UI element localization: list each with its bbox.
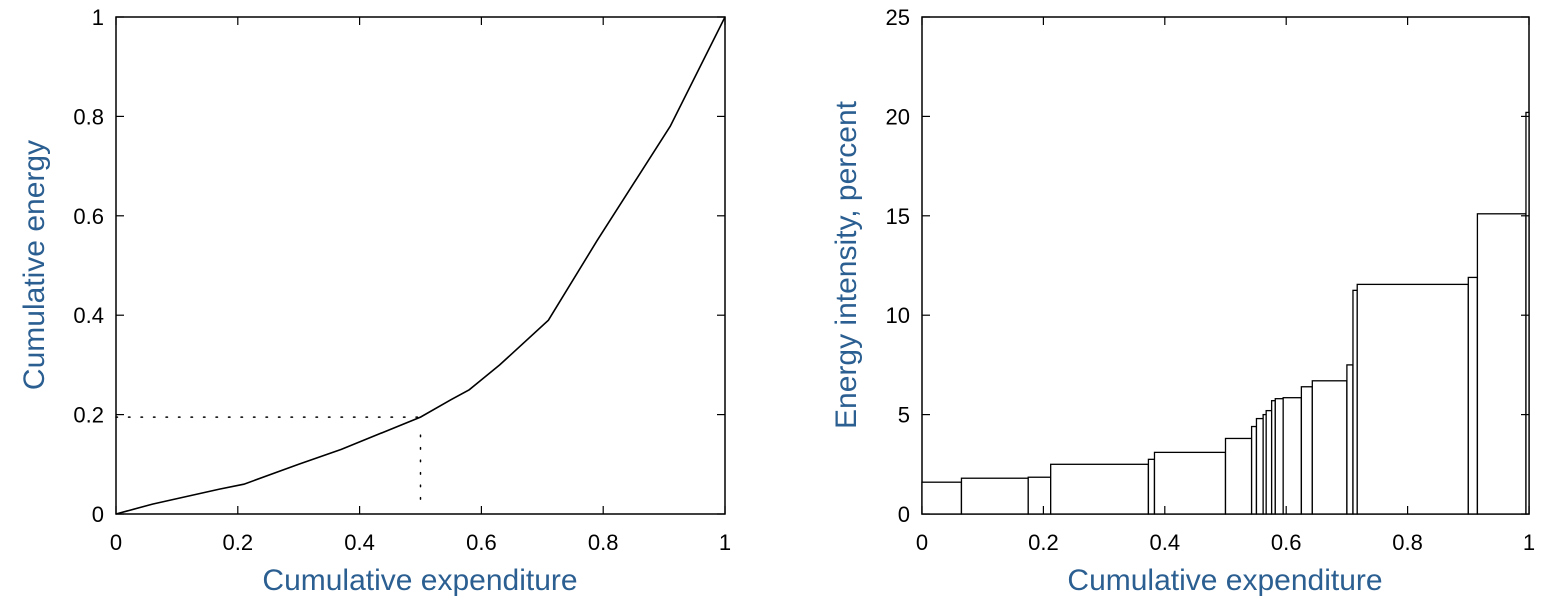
bar	[1224, 437, 1253, 515]
bars-layer	[921, 111, 1530, 515]
plot-frame	[115, 16, 726, 515]
bar	[1265, 409, 1273, 515]
bar	[1476, 213, 1527, 515]
bar	[1311, 380, 1348, 515]
x-tick-label: 0.6	[1271, 530, 1302, 555]
bar	[960, 477, 1029, 515]
y-tick-label: 0	[92, 502, 104, 527]
bar	[1300, 386, 1313, 515]
bar	[1525, 111, 1530, 515]
y-tick-label: 0.8	[73, 104, 104, 129]
y-axis-label: Energy intensity, percent	[830, 100, 863, 429]
y-tick-label: 25	[886, 5, 910, 30]
x-tick-label: 0.4	[1150, 530, 1181, 555]
y-tick-label: 15	[886, 204, 910, 229]
x-tick-label: 0.2	[223, 530, 254, 555]
bar	[1050, 463, 1150, 515]
x-tick-label: 0.6	[466, 530, 497, 555]
y-tick-label: 1	[92, 5, 104, 30]
x-axis-label: Cumulative expenditure	[1067, 564, 1382, 597]
bar	[1250, 425, 1258, 515]
bar	[921, 481, 963, 515]
x-tick-label: 0.8	[1392, 530, 1423, 555]
reference-lines	[115, 416, 422, 500]
y-tick-label: 20	[886, 104, 910, 129]
x-tick-label: 0.4	[344, 530, 375, 555]
y-tick-label: 0.6	[73, 204, 104, 229]
y-tick-label: 10	[886, 303, 910, 328]
x-tick-label: 1	[1523, 530, 1535, 555]
cumulative-energy-line	[115, 16, 726, 515]
bar	[1255, 417, 1264, 515]
bar	[1274, 398, 1284, 515]
bar	[1027, 476, 1052, 515]
y-tick-label: 0	[898, 502, 910, 527]
x-tick-label: 0	[916, 530, 928, 555]
x-tick-label: 1	[719, 530, 731, 555]
bar	[1467, 276, 1479, 515]
series-layer	[115, 16, 726, 515]
axis-ticks: 0 0.2 0.4 0.6 0.8 1 0 0.2 0.4 0.6 0.8 1	[73, 5, 731, 555]
bar	[1346, 364, 1354, 515]
y-tick-label: 5	[898, 403, 910, 428]
y-tick-label: 0.4	[73, 303, 104, 328]
x-tick-label: 0.8	[588, 530, 619, 555]
cumulative-energy-chart: 0 0.2 0.4 0.6 0.8 1 0 0.2 0.4 0.6 0.8 1 Cumulative …	[18, 5, 731, 597]
x-tick-label: 0	[110, 530, 122, 555]
y-tick-label: 0.2	[73, 403, 104, 428]
bar	[1282, 397, 1303, 515]
bar	[1356, 283, 1469, 515]
bar	[1147, 458, 1156, 515]
y-axis-label: Cumulative energy	[18, 140, 51, 390]
bar	[1153, 451, 1227, 515]
x-tick-label: 0.2	[1028, 530, 1059, 555]
x-axis-label: Cumulative expenditure	[262, 564, 577, 597]
